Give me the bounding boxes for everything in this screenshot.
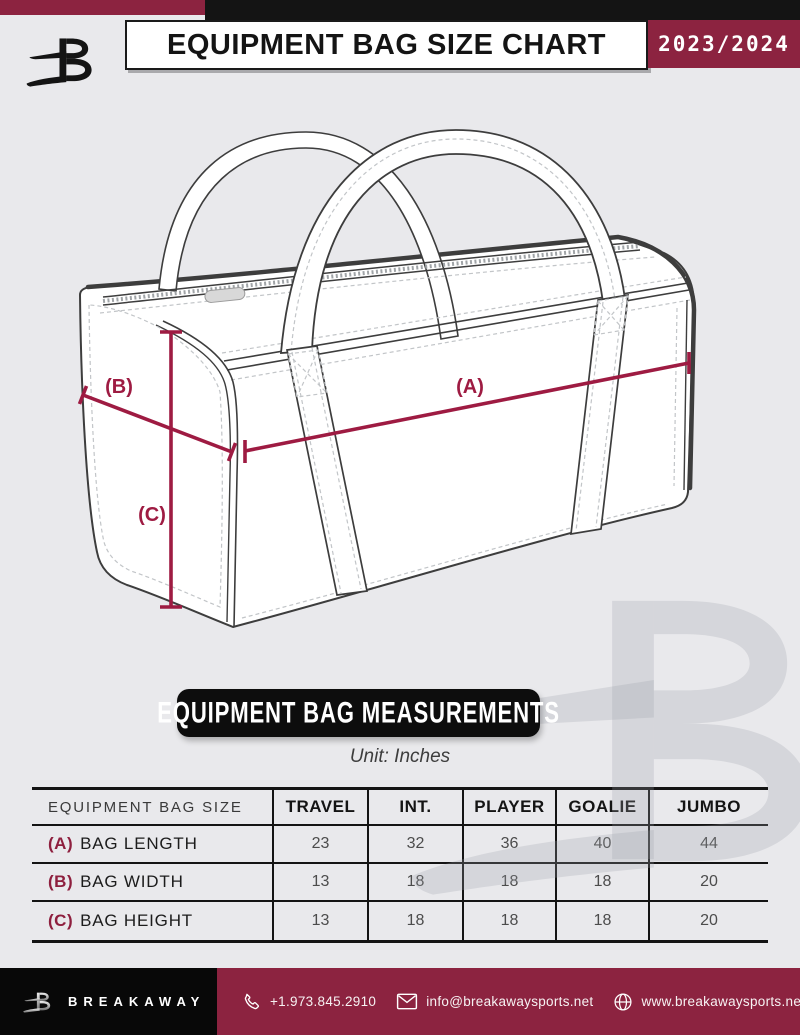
bag-far-handle [158,131,459,340]
bag-top-ridge [85,234,697,491]
front-strap-left [285,345,369,596]
table-row-label-bag-height: (C) BAG HEIGHT [48,911,193,930]
page-title-bar: EQUIPMENT BAG SIZE CHART [125,20,648,70]
table-header-player: PLAYER [462,790,555,826]
x-stitch-box-left [287,349,328,398]
diagram-label-b: (B) [105,376,133,398]
measurements-banner-label: EQUIPMENT BAG MEASUREMENTS [157,696,560,729]
table-cell: 13 [272,902,367,940]
table-header-travel: TRAVEL [272,790,367,826]
top-accent-strip-black [205,0,800,20]
footer-website: www.breakawaysports.net [613,992,800,1012]
globe-icon [613,992,633,1012]
page-title: EQUIPMENT BAG SIZE CHART [167,28,606,61]
table-cell: 44 [648,826,768,864]
measurements-banner: EQUIPMENT BAG MEASUREMENTS [157,689,559,737]
footer-email: info@breakawaysports.net [396,993,593,1010]
footer-brand-name: BREAKAWAY [68,994,206,1009]
table-row-label-bag-width: (B) BAG WIDTH [32,864,272,902]
table-cell: 20 [648,902,768,940]
footer-phone-text: +1.973.845.2910 [270,994,377,1009]
measurement-lines [77,330,691,609]
table-cell: 18 [462,864,555,902]
diagram-label-c: (C) [138,504,166,526]
envelope-icon [396,993,418,1010]
x-stitch-box-right [593,295,629,336]
measure-line-b [82,393,233,454]
footer: BREAKAWAY +1.973.845.2910 info@bre [0,968,800,1035]
equipment-bag-diagram: (A) (B) (C) [77,129,697,629]
table-cell: 18 [367,902,462,940]
table-cell: 18 [462,902,555,940]
table-row-label-bag-length: (A) BAG LENGTH [32,826,272,864]
footer-email-text: info@breakawaysports.net [426,994,594,1009]
phone-icon [243,992,262,1011]
footer-brand-block: BREAKAWAY [0,968,217,1035]
size-table: EQUIPMENT BAG SIZE TRAVEL INT. PLAYER GO… [32,787,768,943]
footer-contact-block: +1.973.845.2910 info@breakawaysports.net [217,968,800,1035]
season-badge: 2023/2024 [648,20,800,68]
footer-website-text: www.breakawaysports.net [641,994,800,1009]
front-strap-right [570,293,629,536]
measure-line-a [244,361,690,453]
table-cell: 18 [367,864,462,902]
table-cell: 36 [462,826,555,864]
table-header-int: INT. [367,790,462,826]
table-cell: 18 [555,864,648,902]
diagram-label-a: (A) [456,376,484,398]
zipper-pull [204,287,246,303]
top-accent-strip-maroon [0,0,205,15]
table-header-goalie: GOALIE [555,790,648,826]
table-cell: 18 [555,902,648,940]
season-label: 2023/2024 [658,32,790,56]
table-cell: 13 [272,864,367,902]
table-header-size: EQUIPMENT BAG SIZE [32,790,272,826]
breakaway-b-logo [26,38,92,87]
table-cell: 40 [555,826,648,864]
table-cell: 20 [648,864,768,902]
footer-phone: +1.973.845.2910 [243,992,376,1011]
table-cell: 32 [367,826,462,864]
table-cell: 23 [272,826,367,864]
unit-note: Unit: Inches [349,746,451,767]
table-header-jumbo: JUMBO [648,790,768,826]
footer-breakaway-b-logo [23,992,51,1013]
